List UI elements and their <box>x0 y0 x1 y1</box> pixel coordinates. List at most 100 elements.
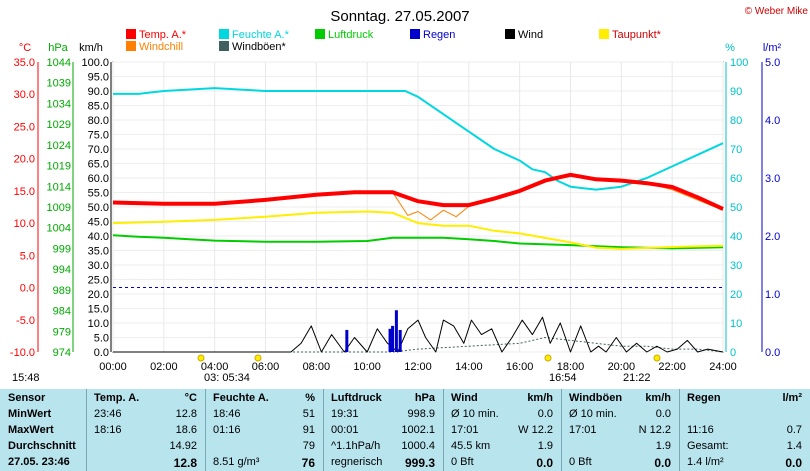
stats-cell-value: 1.4 <box>786 440 802 452</box>
stats-header: Windböen <box>569 392 623 404</box>
press-tick: 989 <box>53 285 71 297</box>
hum-tick: 40 <box>730 231 742 243</box>
wind-tick: 85.0 <box>88 101 109 113</box>
sun-time-label: 03: 05:34 <box>204 372 250 384</box>
rain-tick: 3.0 <box>765 173 780 185</box>
stats-unit: °C <box>184 392 197 404</box>
legend-swatch <box>505 29 515 39</box>
press-tick: 1019 <box>47 161 71 173</box>
wind-tick: 50.0 <box>88 202 109 214</box>
press-tick: 1004 <box>47 223 71 235</box>
stats-cell-time: Gesamt: <box>687 440 729 452</box>
temp-tick: 30.0 <box>14 89 35 101</box>
x-tick: 02:00 <box>150 361 178 373</box>
press-tick: 1039 <box>47 78 71 90</box>
stats-cell-time: 17:01 <box>569 424 597 436</box>
wind-tick: 25.0 <box>88 275 109 287</box>
stats-column: Wind km/h Ø 10 min. 0.0 17:01 W 12.2 45.5 km 1.… <box>443 389 561 471</box>
hum-tick: 100 <box>730 57 748 69</box>
stats-row-label: MinWert <box>8 408 52 420</box>
series-taupunkt <box>112 210 724 250</box>
stats-cell-value: 0.0 <box>785 456 802 470</box>
x-tick: 22:00 <box>658 361 686 373</box>
rain-tick: 0.0 <box>765 347 780 359</box>
stats-unit: % <box>305 392 315 404</box>
x-tick: 08:00 <box>303 361 331 373</box>
stats-header: Regen <box>687 392 721 404</box>
axis-unit-labels: °C hPa km/h % l/m² <box>19 42 782 54</box>
stats-cell-value: 0.7 <box>786 424 802 436</box>
x-tick: 24:00 <box>709 361 737 373</box>
stats-cell-value: N 12.2 <box>638 424 671 436</box>
press-tick: 1014 <box>47 181 71 193</box>
stats-cell-value: 1000.4 <box>401 440 435 452</box>
stats-separator <box>205 389 206 471</box>
press-tick: 1029 <box>47 119 71 131</box>
wind-tick: 0.0 <box>94 347 109 359</box>
press-tick: 979 <box>53 326 71 338</box>
stats-cell-value: 0.0 <box>536 456 553 470</box>
chart-title: Sonntag. 27.05.2007 <box>330 8 469 25</box>
press-tick: 1044 <box>47 57 71 69</box>
stats-row-label: Durchschnitt <box>8 440 76 452</box>
x-tick: 20:00 <box>608 361 636 373</box>
hum-tick: 90 <box>730 86 742 98</box>
sun-icon <box>197 354 205 362</box>
stats-row-label: 27.05. 23:46 <box>8 456 70 468</box>
stats-unit: l/m² <box>782 392 802 404</box>
x-tick: 04:00 <box>201 361 229 373</box>
stats-cell-time: 0 Bft <box>451 456 474 468</box>
legend-label: Wind <box>518 29 543 41</box>
stats-cell-value: 0.0 <box>654 456 671 470</box>
stats-row-label: MaxWert <box>8 424 54 436</box>
wind-tick: 95.0 <box>88 72 109 84</box>
sun-icon <box>544 354 552 362</box>
rain-tick: 1.0 <box>765 289 780 301</box>
legend-label: Regen <box>423 29 455 41</box>
press-tick: 974 <box>53 347 71 359</box>
wind-tick: 60.0 <box>88 173 109 185</box>
rain-bar <box>391 325 395 352</box>
wind-tick: 10.0 <box>88 318 109 330</box>
rain-bar <box>345 329 349 352</box>
stats-cell-value: 0.0 <box>537 408 553 420</box>
stats-cell-value: 1002.1 <box>401 424 435 436</box>
sun-markers: 15:48 03: 05:34 16:54 21:22 <box>12 354 661 384</box>
stats-cell-value: 51 <box>302 408 315 420</box>
stats-cell-value: 79 <box>302 440 315 452</box>
statistics-table: Sensor MinWert MaxWert Durchschnitt 27.05. 2… <box>0 389 810 471</box>
stats-column: Feuchte A.% 18:46 51 01:16 91 79 8.51 g/m³ 76 <box>205 389 323 471</box>
gridlines <box>112 61 724 353</box>
rain-tick: 4.0 <box>765 115 780 127</box>
x-tick: 10:00 <box>353 361 381 373</box>
stats-cell-time: ^1.1hPa/h <box>331 440 381 452</box>
stats-cell-value: W 12.2 <box>518 424 553 436</box>
temp-tick: 35.0 <box>14 57 35 69</box>
temp-tick: 15.0 <box>14 186 35 198</box>
rain-tick: 5.0 <box>765 57 780 69</box>
hum-tick: 70 <box>730 144 742 156</box>
stats-separator <box>561 389 562 471</box>
rain-bar <box>398 329 402 352</box>
stats-cell-time: 01:16 <box>213 424 241 436</box>
stats-cell-value: 999.3 <box>404 456 435 470</box>
wind-tick: 65.0 <box>88 159 109 171</box>
stats-cell-time: regnerisch <box>331 456 383 468</box>
press-tick: 984 <box>53 306 71 318</box>
stats-cell-time: 0 Bft <box>569 456 592 468</box>
stats-unit: km/h <box>527 392 553 404</box>
wind-tick: 90.0 <box>88 86 109 98</box>
legend-label: Windchill <box>139 41 183 53</box>
stats-cell-value: 1.9 <box>655 440 671 452</box>
series-wind <box>113 316 724 353</box>
legend-swatch <box>599 29 609 39</box>
hum-tick: 0 <box>730 347 736 359</box>
x-tick: 06:00 <box>252 361 280 373</box>
rain-tick: 2.0 <box>765 231 780 243</box>
hum-axis-label: % <box>725 42 735 54</box>
sun-icon <box>254 354 262 362</box>
press-tick: 999 <box>53 243 71 255</box>
hum-tick: 50 <box>730 202 742 214</box>
wind-tick: 15.0 <box>88 304 109 316</box>
wind-tick: 40.0 <box>88 231 109 243</box>
